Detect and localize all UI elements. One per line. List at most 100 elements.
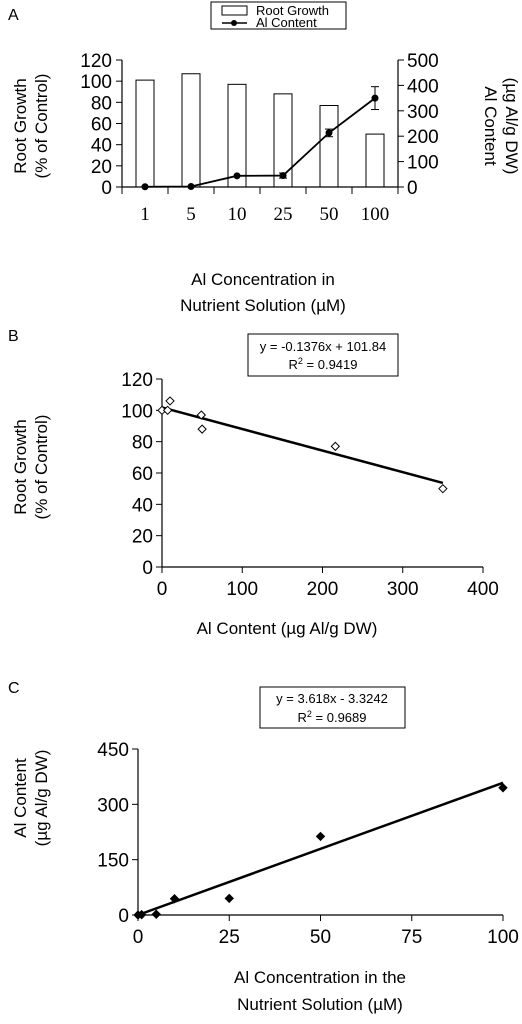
x-tick-label-c-25: 25 (219, 927, 240, 948)
y-tick-label-a-0: 0 (101, 178, 112, 199)
x-tick-label-a-1: 1 (140, 204, 150, 225)
point-b-5 (330, 441, 341, 452)
y2-tick-label-a-300: 300 (407, 102, 439, 123)
point-c-2 (151, 909, 161, 919)
y2-tick-label-a-500: 500 (407, 51, 439, 72)
x-tick-label-c-100: 100 (487, 927, 519, 948)
y2-tick-label-a-400: 400 (407, 76, 439, 97)
series-line-al-content (144, 97, 376, 188)
equation-box-b-frame (247, 333, 399, 377)
y-tick-label-b-80: 80 (132, 433, 153, 454)
x-tick-label-a-5: 5 (186, 204, 196, 225)
point-al-content-10 (233, 172, 241, 180)
equation-box-b: y = -0.1376x + 101.84 R2 = 0.9419 (247, 333, 399, 377)
chart-c: y = 3.618x - 3.3242 R2 = 0.9689 Al Conte… (11, 686, 519, 1014)
panel-label-b: B (8, 328, 19, 345)
x-tick-label-b-200: 200 (307, 579, 339, 600)
y-tick-label-a-120: 120 (80, 51, 112, 72)
bar-root-growth-50 (319, 105, 339, 188)
x-axis-label-a-line2: Nutrient Solution (µM) (180, 296, 346, 315)
legend-a-bar-swatch (221, 5, 248, 16)
y-tick-label-c-150: 150 (97, 851, 129, 872)
y-tick-label-a-20: 20 (91, 157, 112, 178)
y2-tick-label-a-200: 200 (407, 127, 439, 148)
point-al-content-100 (371, 94, 379, 102)
y-tick-label-b-20: 20 (132, 527, 153, 548)
point-al-content-25 (279, 172, 287, 180)
x-axis-label-c-line2: Nutrient Solution (µM) (237, 995, 403, 1014)
x-axis-label-a-line1: Al Concentration in (191, 270, 335, 289)
point-c-3 (169, 894, 180, 904)
point-c-5 (315, 831, 326, 842)
chart-a: Root Growth Al Content Root Growth (% of… (11, 1, 521, 315)
trendline-c (137, 781, 504, 917)
point-c-1 (136, 909, 147, 920)
equation-box-c: y = 3.618x - 3.3242 R2 = 0.9689 (259, 686, 406, 729)
point-b-2 (165, 396, 175, 406)
x-tick-label-b-100: 100 (226, 579, 258, 600)
r-squared-b: R2 = 0.9419 (289, 356, 358, 372)
y-axis-label-b-line1: Root Growth (11, 419, 30, 514)
y-tick-label-b-40: 40 (132, 495, 153, 516)
y-tick-label-a-80: 80 (91, 93, 112, 114)
y-axis-label-a: Root Growth (% of Control) (11, 74, 51, 179)
bar-root-growth-10 (227, 83, 247, 188)
x-tick-label-a-10: 10 (228, 204, 247, 225)
legend-a: Root Growth Al Content (210, 1, 347, 30)
bar-root-growth-5 (181, 73, 201, 188)
y2-axis-label-a-line1: Al Content (481, 86, 500, 166)
point-c-6 (498, 783, 508, 793)
y-axis-label-c-line1: Al Content (11, 758, 30, 838)
x-tick-label-b-0: 0 (157, 579, 168, 600)
panel-label-c: C (8, 680, 20, 697)
bar-root-growth-100 (365, 133, 385, 188)
y-tick-label-a-40: 40 (91, 136, 112, 157)
y2-tick-label-a-0: 0 (407, 178, 418, 199)
legend-a-root-growth: Root Growth (256, 3, 329, 18)
y-axis-label-b-line2: (% of Control) (32, 415, 51, 520)
y-tick-label-b-60: 60 (132, 464, 153, 485)
y-tick-label-a-60: 60 (91, 115, 112, 136)
y2-tick-label-a-100: 100 (407, 153, 439, 174)
point-al-content-50 (325, 129, 333, 137)
x-tick-label-c-75: 75 (401, 927, 422, 948)
point-b-3 (196, 410, 207, 420)
chart-b: y = -0.1376x + 101.84 R2 = 0.9419 Root G… (11, 333, 499, 638)
x-axis-label-b: Al Content (µg Al/g DW) (197, 619, 378, 638)
r-squared-c: R2 = 0.9689 (298, 709, 367, 725)
bar-root-growth-1 (135, 79, 155, 188)
x-tick-label-b-300: 300 (387, 579, 419, 600)
x-tick-label-b-400: 400 (467, 579, 499, 600)
equation-b: y = -0.1376x + 101.84 (260, 339, 386, 354)
y-tick-label-c-450: 450 (97, 740, 129, 761)
y-tick-label-b-120: 120 (121, 370, 153, 391)
panel-label-a: A (8, 7, 19, 24)
equation-c: y = 3.618x - 3.3242 (276, 691, 388, 706)
equation-box-c-frame (259, 686, 406, 729)
y-tick-label-b-100: 100 (121, 401, 153, 422)
point-b-1 (162, 405, 173, 416)
legend-a-al-content: Al Content (256, 15, 317, 30)
y-axis-label-c-line2: (µg Al/g DW) (32, 750, 51, 847)
trendline-b (161, 406, 444, 485)
x-tick-label-a-100: 100 (361, 204, 390, 225)
point-al-content-5 (187, 182, 195, 190)
y-tick-label-c-300: 300 (97, 795, 129, 816)
y2-axis-label-a: Al Content (µg Al/g DW) (481, 78, 521, 175)
point-b-6 (438, 483, 448, 494)
x-tick-label-c-0: 0 (133, 927, 144, 948)
x-tick-label-a-25: 25 (274, 204, 293, 225)
point-b-4 (197, 424, 207, 434)
y-tick-label-b-0: 0 (142, 558, 153, 579)
y-axis-label-a-line2: (% of Control) (32, 74, 51, 179)
point-al-content-1 (141, 183, 149, 191)
y-tick-label-c-0: 0 (118, 906, 129, 927)
point-c-4 (224, 893, 234, 904)
legend-a-marker (231, 20, 237, 26)
x-axis-label-c-line1: Al Concentration in the (234, 968, 406, 987)
y2-axis-label-a-line2: (µg Al/g DW) (502, 78, 521, 175)
y-axis-label-a-line1: Root Growth (11, 78, 30, 173)
y-tick-label-a-100: 100 (80, 72, 112, 93)
x-tick-label-c-50: 50 (310, 927, 331, 948)
